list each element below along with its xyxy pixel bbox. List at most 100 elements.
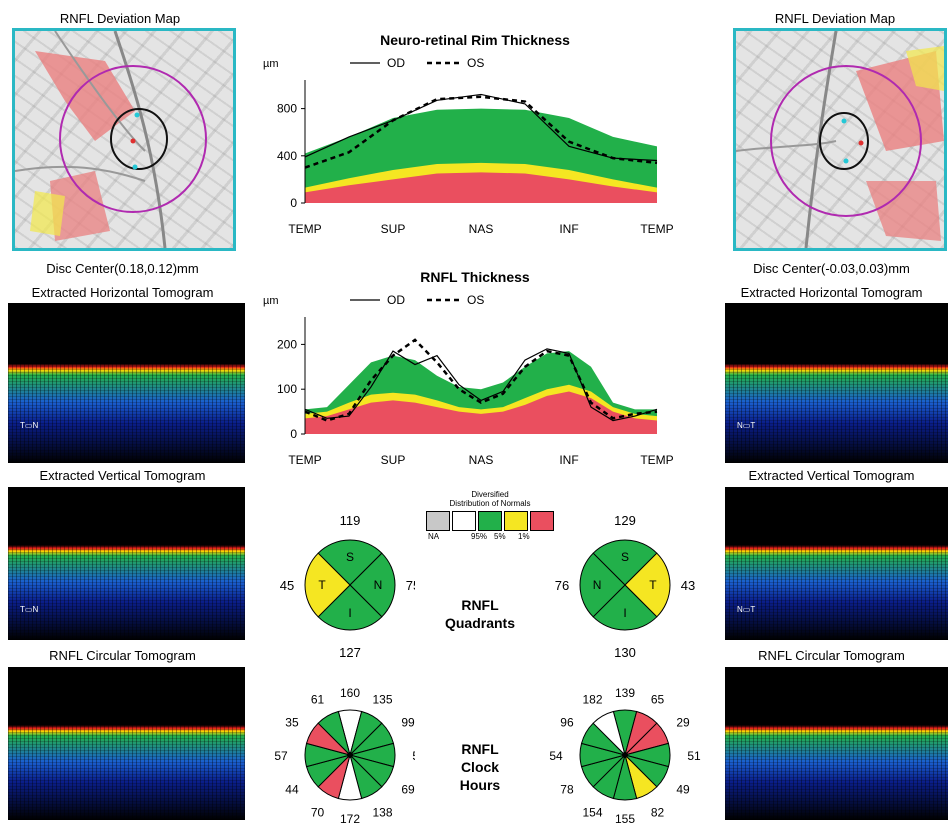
rim-ylabel: µm <box>263 58 279 70</box>
rnfl-xtick-0: TEMP <box>288 453 321 467</box>
os-wedge-n <box>579 552 626 618</box>
od-quad-value-n: 75 <box>406 578 415 593</box>
left-circular-tomogram-title: RNFL Circular Tomogram <box>49 648 196 663</box>
right-horizontal-tomogram-title: Extracted Horizontal Tomogram <box>740 285 923 300</box>
rim-ytick-label-0: 0 <box>290 196 297 210</box>
os-clock-value-12: 182 <box>582 693 602 707</box>
rim-title: Neuro-retinal Rim Thickness <box>380 32 570 48</box>
os-wedge-i <box>592 584 658 631</box>
od-clock-value-5: 69 <box>401 783 415 797</box>
left-vertical-tomogram: T▭N <box>8 487 245 640</box>
rim-xtick-3: INF <box>559 222 578 236</box>
rnfl-band-red <box>305 391 657 434</box>
right-horizontal-tomogram: N▭T <box>725 303 948 463</box>
legend-swatch-white <box>452 511 476 531</box>
right-vertical-orientation: N▭T <box>737 605 756 614</box>
legend-label-95: 95% <box>471 532 488 541</box>
right-vertical-tomogram-title: Extracted Vertical Tomogram <box>748 468 915 483</box>
os-quad-label-s: S <box>621 550 629 564</box>
left-horizontal-tomogram-title: Extracted Horizontal Tomogram <box>31 285 214 300</box>
clock-title-line3: Hours <box>459 777 501 793</box>
legend-swatches <box>426 511 560 531</box>
od-wedge-s <box>317 539 383 586</box>
right-circular-tomogram-title: RNFL Circular Tomogram <box>758 648 905 663</box>
clock-hours-title: RNFL Clock Hours <box>430 740 530 794</box>
os-clock-value-6: 82 <box>651 805 665 819</box>
os-clock-value-2: 65 <box>651 693 665 707</box>
os-quad-value-i: 130 <box>614 645 636 660</box>
os-clock-value-9: 78 <box>560 783 574 797</box>
legend-swatch-green <box>478 511 502 531</box>
os-quad-value-t: 43 <box>681 578 695 593</box>
legend-label-na: NA <box>428 532 440 541</box>
rim-xtick-1: SUP <box>381 222 406 236</box>
od-quad-value-s: 119 <box>340 513 361 528</box>
rnfl-xtick-2: NAS <box>469 453 494 467</box>
left-disc-center: Disc Center(0.18,0.12)mm <box>46 261 199 276</box>
os-clock-value-1: 139 <box>615 686 635 700</box>
legend-swatch-yellow <box>504 511 528 531</box>
quadrants-title: RNFL Quadrants <box>430 596 530 632</box>
od-quad-label-s: S <box>346 550 354 564</box>
os-clock-value-7: 155 <box>615 812 635 826</box>
os-clock-wedge-12 <box>592 710 626 757</box>
quadrants-title-line1: RNFL <box>461 597 499 613</box>
left-horizontal-tomogram: T▭N <box>8 303 245 463</box>
legend-label-5: 5% <box>494 532 506 541</box>
legend-label-1: 1% <box>518 532 530 541</box>
rnfl-xtick-1: SUP <box>381 453 406 467</box>
od-clock-center <box>347 752 353 758</box>
od-quad-value-t: 45 <box>280 578 294 593</box>
left-fundus-image <box>15 31 207 248</box>
legend-title-line1: Diversified <box>471 490 509 499</box>
od-clock-value-3: 99 <box>401 716 415 730</box>
od-wedge-i <box>317 584 383 631</box>
os-clock-value-8: 154 <box>582 805 602 819</box>
right-disc-center: Disc Center(-0.03,0.03)mm <box>753 261 910 276</box>
clock-title-line1: RNFL <box>461 741 499 757</box>
os-quad-value-s: 129 <box>614 513 636 528</box>
od-quad-label-t: T <box>318 578 326 592</box>
right-horizontal-orientation: N▭T <box>737 421 756 430</box>
right-fundus-image <box>736 31 944 248</box>
right-vertical-tomogram: N▭T <box>725 487 948 640</box>
rnfl-legend-od: OD <box>387 293 405 307</box>
rnfl-series-os <box>304 338 658 422</box>
od-clock-value-11: 35 <box>285 716 299 730</box>
normals-legend: Diversified Distribution of Normals NA 9… <box>420 490 560 541</box>
left-map-title: RNFL Deviation Map <box>59 11 181 26</box>
rnfl-ylabel: µm <box>263 295 279 307</box>
left-horizontal-orientation: T▭N <box>20 421 39 430</box>
quadrants-title-line2: Quadrants <box>444 615 515 631</box>
od-clock-value-2: 135 <box>372 693 392 707</box>
os-quadrant-chart: S 129 T 43 I 130 N 76 <box>555 513 695 660</box>
left-vertical-tomogram-title: Extracted Vertical Tomogram <box>39 468 206 483</box>
od-quadrant-chart: S 119 N 75 I 127 T 45 <box>280 513 415 660</box>
os-wedge-t <box>624 552 671 618</box>
rim-series-od <box>304 93 658 162</box>
od-clock-value-8: 70 <box>311 805 325 819</box>
od-clock-value-12: 61 <box>311 693 325 707</box>
rnfl-thickness-chart: RNFL Thickness µm OD OS 0 100 200 TEMP SUP NAS INF… <box>263 269 674 467</box>
od-quad-label-n: N <box>374 578 383 592</box>
rim-series-os <box>304 95 658 169</box>
right-circular-tomogram <box>725 667 948 820</box>
left-vertical-orientation: T▭N <box>20 605 39 614</box>
os-quad-label-i: I <box>623 606 626 620</box>
od-quad-label-i: I <box>348 606 351 620</box>
os-clock-value-4: 51 <box>687 749 701 763</box>
rim-legend-od: OD <box>387 56 405 70</box>
od-wedge-t <box>304 552 351 618</box>
legend-title: Diversified Distribution of Normals <box>420 490 560 508</box>
legend-title-line2: Distribution of Normals <box>449 499 531 508</box>
os-quad-label-t: T <box>649 578 657 592</box>
rnfl-xtick-4: TEMP <box>640 453 673 467</box>
od-clock-value-1: 160 <box>340 686 360 700</box>
rnfl-ytick-label-200: 200 <box>277 337 297 351</box>
od-clock-value-10: 57 <box>274 749 288 763</box>
rnfl-legend-os: OS <box>467 293 484 307</box>
od-wedge-n <box>349 552 396 618</box>
rim-thickness-chart: Neuro-retinal Rim Thickness µm OD OS 0 400 800… <box>263 32 674 236</box>
os-clock-center <box>622 752 628 758</box>
legend-labels: NA 95% 5% 1% <box>420 531 560 541</box>
